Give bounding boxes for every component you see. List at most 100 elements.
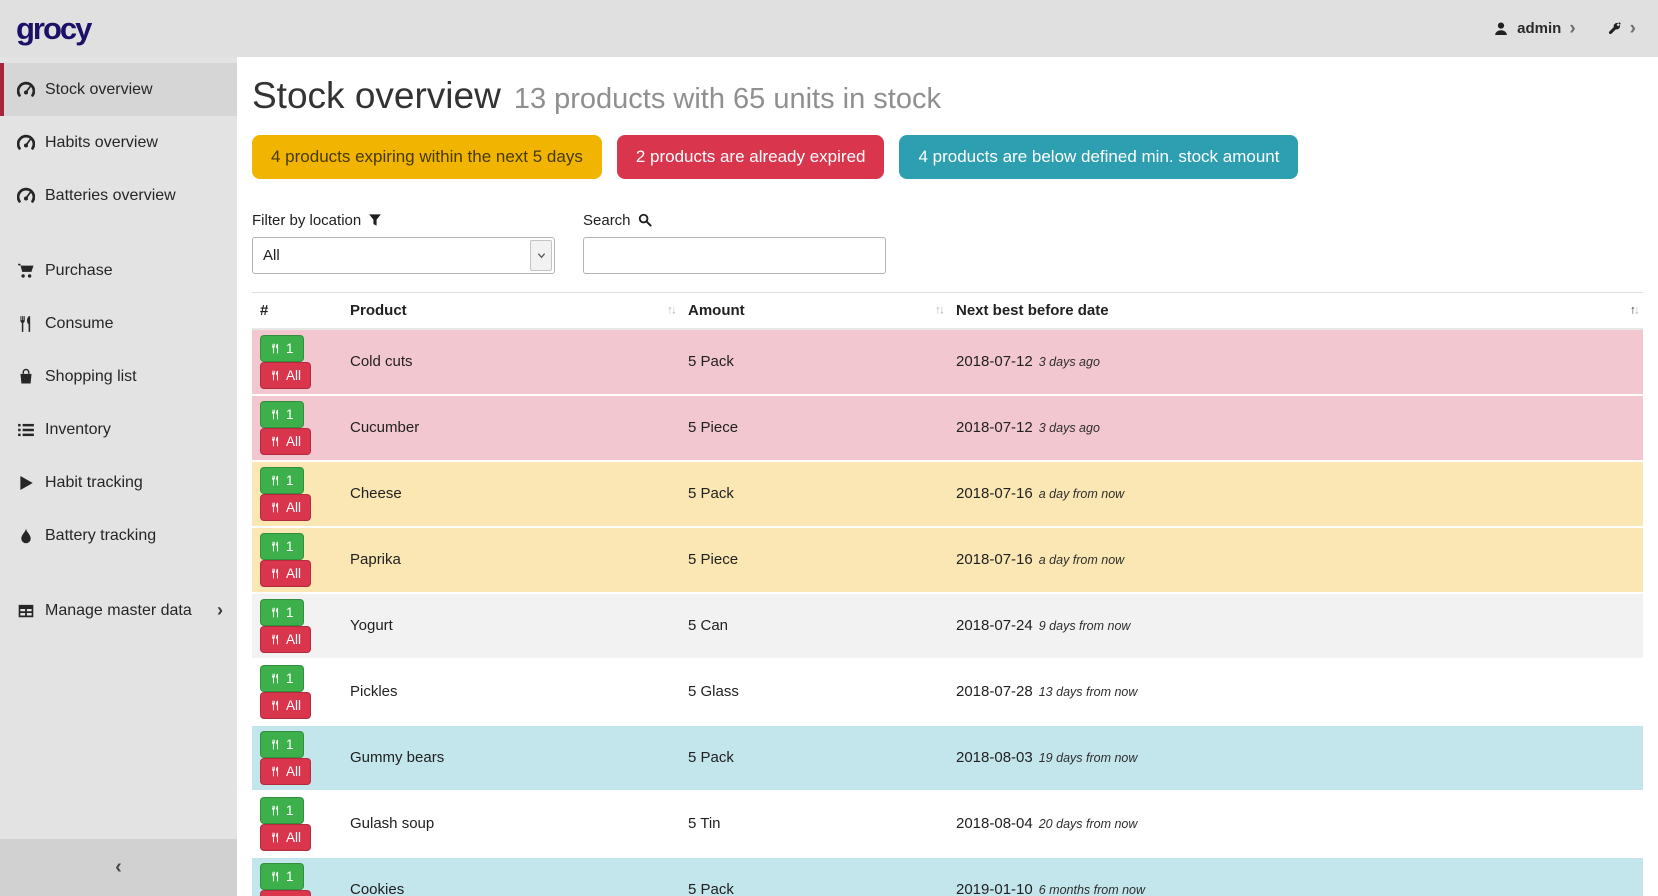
droplet-icon xyxy=(16,527,35,545)
amount-cell: 5 Tin xyxy=(680,791,948,857)
sidebar-item-purchase[interactable]: Purchase xyxy=(0,244,237,297)
sidebar-item-consume[interactable]: Consume xyxy=(0,297,237,350)
product-cell: Gummy bears xyxy=(342,725,680,791)
user-icon xyxy=(1493,21,1509,37)
consume-all-button[interactable]: All xyxy=(260,824,311,851)
consume-one-button[interactable]: 1 xyxy=(260,401,304,428)
sidebar-item-shopping-list[interactable]: Shopping list xyxy=(0,350,237,403)
table-row: 1AllCookies5 Pack2019-01-106 months from… xyxy=(252,857,1643,896)
product-cell: Paprika xyxy=(342,527,680,593)
sidebar-item-stock-overview[interactable]: Stock overview xyxy=(0,63,237,116)
sidebar-item-label: Battery tracking xyxy=(45,527,156,545)
best-before-date: 2019-01-10 xyxy=(956,881,1033,896)
gauge-icon xyxy=(16,134,35,152)
search-label-row: Search xyxy=(583,212,886,229)
best-before-cell: 2018-07-123 days ago xyxy=(948,395,1643,461)
sidebar-item-inventory[interactable]: Inventory xyxy=(0,403,237,456)
sidebar-item-label: Habit tracking xyxy=(45,474,143,492)
amount-cell: 5 Pack xyxy=(680,329,948,395)
best-before-relative: a day from now xyxy=(1039,487,1124,501)
app-logo[interactable]: grocy xyxy=(16,11,90,47)
column-header-next-best-before-date[interactable]: Next best before date ↑↓ xyxy=(948,292,1643,329)
product-cell: Cookies xyxy=(342,857,680,896)
consume-one-button[interactable]: 1 xyxy=(260,599,304,626)
consume-one-button[interactable]: 1 xyxy=(260,665,304,692)
utensils-icon xyxy=(270,607,281,618)
collapse-left-icon: ‹ xyxy=(115,856,122,879)
consume-all-button[interactable]: All xyxy=(260,560,311,587)
play-icon xyxy=(16,474,35,492)
row-actions-cell: 1All xyxy=(252,461,342,527)
column-header-: # xyxy=(252,292,342,329)
consume-one-button[interactable]: 1 xyxy=(260,797,304,824)
user-menu-chevron-icon: › xyxy=(1569,19,1575,38)
amount-cell: 5 Piece xyxy=(680,527,948,593)
consume-one-button[interactable]: 1 xyxy=(260,863,304,890)
search-input[interactable] xyxy=(583,237,886,274)
list-icon xyxy=(16,421,35,439)
consume-one-button[interactable]: 1 xyxy=(260,731,304,758)
filter-controls: Filter by location All Search xyxy=(252,212,1643,274)
utensils-icon xyxy=(270,739,281,750)
sidebar-item-label: Consume xyxy=(45,315,113,333)
search-group: Search xyxy=(583,212,886,274)
consume-one-button[interactable]: 1 xyxy=(260,467,304,494)
row-actions-cell: 1All xyxy=(252,857,342,896)
column-header-product[interactable]: Product ↑↓ xyxy=(342,292,680,329)
best-before-cell: 2018-07-123 days ago xyxy=(948,329,1643,395)
consume-one-button[interactable]: 1 xyxy=(260,335,304,362)
user-menu[interactable]: admin › xyxy=(1493,19,1576,38)
sidebar-item-batteries-overview[interactable]: Batteries overview xyxy=(0,169,237,222)
summary-badge-3[interactable]: 4 products are below defined min. stock … xyxy=(899,135,1298,179)
best-before-date: 2018-07-12 xyxy=(956,419,1033,436)
best-before-relative: 3 days ago xyxy=(1039,355,1100,369)
utensils-icon xyxy=(270,700,281,711)
best-before-relative: 13 days from now xyxy=(1039,685,1138,699)
sort-icon: ↑↓ xyxy=(935,303,943,317)
consume-all-button[interactable]: All xyxy=(260,692,311,719)
best-before-relative: 19 days from now xyxy=(1039,751,1138,765)
table-row: 1AllCold cuts5 Pack2018-07-123 days ago xyxy=(252,329,1643,395)
utensils-icon xyxy=(270,541,281,552)
row-actions-cell: 1All xyxy=(252,725,342,791)
sidebar-item-battery-tracking[interactable]: Battery tracking xyxy=(0,509,237,562)
column-header-label: Next best before date xyxy=(956,302,1109,319)
summary-badge-1[interactable]: 4 products expiring within the next 5 da… xyxy=(252,135,602,179)
utensils-icon xyxy=(270,634,281,645)
sidebar-item-habits-overview[interactable]: Habits overview xyxy=(0,116,237,169)
consume-all-button[interactable]: All xyxy=(260,758,311,785)
summary-badge-2[interactable]: 2 products are already expired xyxy=(617,135,885,179)
shopping-bag-icon xyxy=(16,368,35,386)
sort-icon: ↑↓ xyxy=(1630,303,1638,317)
collapse-sidebar-button[interactable]: ‹ xyxy=(0,839,237,896)
consume-all-button[interactable]: All xyxy=(260,626,311,653)
table-row: 1AllGulash soup5 Tin2018-08-0420 days fr… xyxy=(252,791,1643,857)
best-before-relative: 20 days from now xyxy=(1039,817,1138,831)
main-content: Stock overview 13 products with 65 units… xyxy=(237,57,1658,896)
location-select[interactable]: All xyxy=(252,237,555,274)
utensils-icon xyxy=(270,871,281,882)
cart-icon xyxy=(16,262,35,280)
sidebar-item-manage-master-data[interactable]: Manage master data› xyxy=(0,584,237,637)
sidebar-item-label: Manage master data xyxy=(45,602,192,620)
sidebar-item-habit-tracking[interactable]: Habit tracking xyxy=(0,456,237,509)
wrench-icon xyxy=(1606,21,1622,37)
top-bar: grocy admin › › xyxy=(0,0,1658,57)
consume-one-button[interactable]: 1 xyxy=(260,533,304,560)
consume-all-button[interactable]: All xyxy=(260,890,311,896)
best-before-cell: 2018-07-2813 days from now xyxy=(948,659,1643,725)
sidebar: Stock overviewHabits overviewBatteries o… xyxy=(0,57,237,896)
best-before-date: 2018-07-16 xyxy=(956,485,1033,502)
utensils-icon xyxy=(16,315,35,333)
settings-menu[interactable]: › xyxy=(1606,19,1636,38)
best-before-cell: 2018-07-16 a day from now xyxy=(948,461,1643,527)
consume-all-button[interactable]: All xyxy=(260,494,311,521)
sort-icon: ↑↓ xyxy=(667,303,675,317)
table-row: 1AllCucumber5 Piece2018-07-123 days ago xyxy=(252,395,1643,461)
column-header-amount[interactable]: Amount↑↓ xyxy=(680,292,948,329)
best-before-date: 2018-07-24 xyxy=(956,617,1033,634)
column-header-label: Product xyxy=(350,302,407,319)
consume-all-button[interactable]: All xyxy=(260,428,311,455)
consume-all-button[interactable]: All xyxy=(260,362,311,389)
location-filter-group: Filter by location All xyxy=(252,212,555,274)
